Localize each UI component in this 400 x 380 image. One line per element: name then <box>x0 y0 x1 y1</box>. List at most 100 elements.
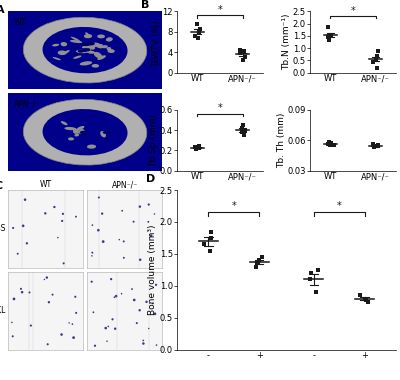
Ellipse shape <box>87 144 96 149</box>
Point <box>373 143 380 149</box>
Point <box>99 211 105 217</box>
Point <box>69 321 76 327</box>
Ellipse shape <box>92 64 99 68</box>
Text: D: D <box>146 174 156 184</box>
Title: APN⁻/⁻: APN⁻/⁻ <box>112 180 138 189</box>
Point <box>24 240 30 246</box>
Text: A: A <box>0 5 4 15</box>
Point <box>326 139 332 145</box>
Point <box>374 52 380 59</box>
Ellipse shape <box>80 50 84 52</box>
Point <box>325 34 331 40</box>
Ellipse shape <box>76 49 89 53</box>
Ellipse shape <box>82 45 95 49</box>
Ellipse shape <box>83 49 88 51</box>
Ellipse shape <box>82 43 90 46</box>
Point <box>18 286 24 292</box>
Ellipse shape <box>97 55 106 60</box>
Point <box>196 30 202 36</box>
Point <box>28 323 34 329</box>
Ellipse shape <box>100 131 106 138</box>
Ellipse shape <box>76 126 84 130</box>
Ellipse shape <box>71 37 80 41</box>
Point <box>11 296 17 302</box>
Ellipse shape <box>97 35 105 38</box>
Point <box>146 201 152 207</box>
Point <box>20 223 26 229</box>
Point <box>51 204 58 210</box>
Point <box>44 274 50 280</box>
Point <box>136 307 143 313</box>
Y-axis label: PBS: PBS <box>0 224 5 233</box>
Point <box>10 333 16 339</box>
Ellipse shape <box>61 121 68 125</box>
Text: *: * <box>218 5 222 15</box>
Point <box>373 56 379 62</box>
Point <box>195 144 201 150</box>
Point <box>324 141 331 147</box>
Point <box>253 260 260 266</box>
Ellipse shape <box>108 49 115 53</box>
Y-axis label: Tb. Th (mm): Tb. Th (mm) <box>277 112 286 168</box>
Point <box>134 320 140 326</box>
Point <box>241 132 247 138</box>
Point <box>326 33 332 39</box>
Point <box>119 208 126 214</box>
Point <box>258 254 265 260</box>
Point <box>108 276 114 282</box>
Point <box>9 319 15 325</box>
Point <box>375 48 381 54</box>
Point <box>96 195 102 201</box>
Point <box>237 50 244 56</box>
Point <box>26 290 33 296</box>
Point <box>146 326 152 332</box>
Point <box>193 146 200 152</box>
Point <box>208 228 214 234</box>
Ellipse shape <box>70 40 82 43</box>
Point <box>120 238 127 244</box>
Point <box>193 146 200 152</box>
Point <box>137 257 143 263</box>
Point <box>19 289 25 295</box>
Ellipse shape <box>73 55 82 59</box>
Y-axis label: Bone volume (mm³): Bone volume (mm³) <box>148 225 157 315</box>
Ellipse shape <box>53 57 61 60</box>
Point <box>70 334 77 340</box>
Ellipse shape <box>58 51 66 55</box>
Point <box>256 257 262 263</box>
Point <box>308 270 314 276</box>
Text: C: C <box>0 181 3 191</box>
Point <box>89 222 96 228</box>
Point <box>192 144 198 150</box>
Point <box>241 48 247 54</box>
Point <box>104 338 110 344</box>
Point <box>109 316 116 322</box>
Ellipse shape <box>52 44 59 46</box>
Text: WT: WT <box>14 17 26 27</box>
Point <box>88 279 95 285</box>
Text: *: * <box>231 201 236 211</box>
Ellipse shape <box>87 51 95 54</box>
Point <box>152 311 158 317</box>
Point <box>89 253 95 259</box>
Ellipse shape <box>61 42 67 46</box>
Point <box>153 282 159 288</box>
Ellipse shape <box>68 138 74 141</box>
Ellipse shape <box>85 32 90 37</box>
Point <box>150 301 156 307</box>
Point <box>118 291 125 297</box>
Point <box>58 331 65 337</box>
Ellipse shape <box>90 46 95 50</box>
Ellipse shape <box>82 48 87 52</box>
Ellipse shape <box>82 131 88 133</box>
Point <box>357 292 363 298</box>
Point <box>239 129 245 135</box>
Ellipse shape <box>94 43 103 48</box>
Ellipse shape <box>76 131 84 133</box>
Point <box>374 65 380 71</box>
Point <box>239 125 245 131</box>
Point <box>327 140 334 146</box>
Point <box>60 260 67 266</box>
Point <box>66 320 72 326</box>
Ellipse shape <box>42 27 128 73</box>
